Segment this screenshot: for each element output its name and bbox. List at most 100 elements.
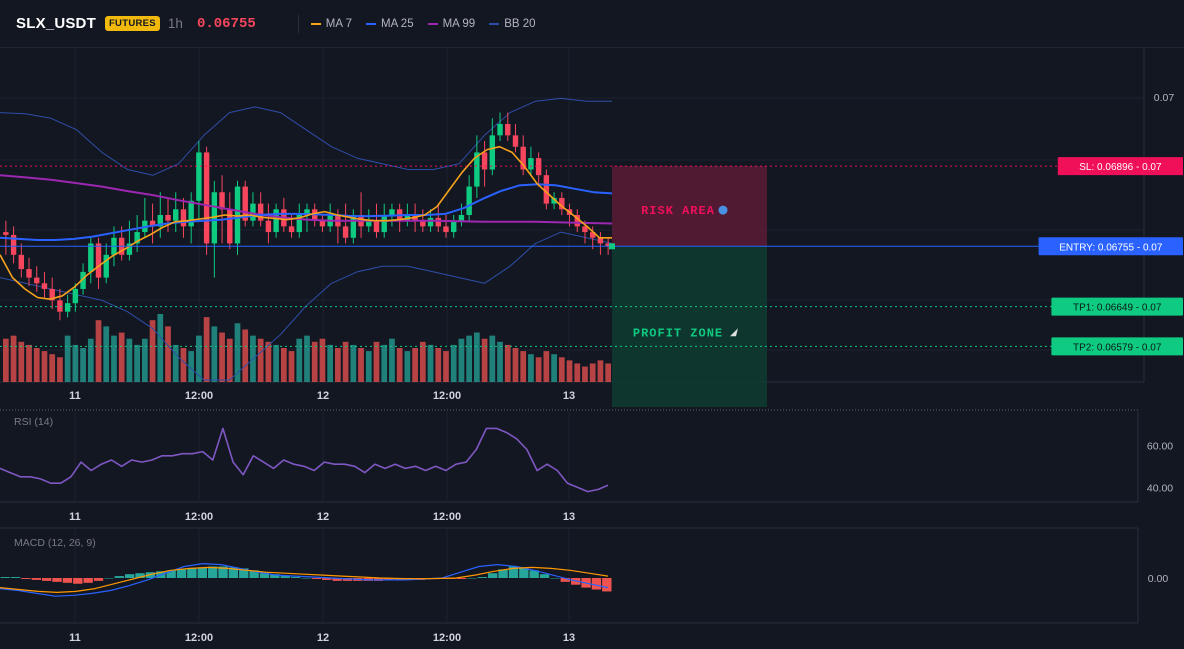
legend-ma99[interactable]: MA 99 [427,17,476,30]
risk-zone-label: RISK AREA [641,204,715,218]
candle-body [481,152,488,170]
shield-icon [718,205,728,215]
legend-ma7[interactable]: MA 7 [310,18,352,30]
candle-body [165,215,171,221]
candle-body [535,158,542,176]
candle-body [103,254,109,278]
candle-body [149,220,156,227]
macd-histogram-bar [591,578,602,590]
rsi-y-tick: 60.00 [1147,440,1173,452]
macd-histogram-bar [41,578,52,581]
macd-histogram-bar [228,567,239,578]
volume-bar [489,335,496,382]
macd-x-tick: 13 [563,632,575,644]
legend-ma25[interactable]: MA 25 [365,17,414,30]
candle-body [180,209,187,227]
macd-histogram-bar [332,578,342,581]
legend-bb20-label: BB 20 [504,17,536,30]
volume-bar [396,348,403,382]
rsi-x-tick: 12 [317,511,329,523]
volume-bar [172,344,179,382]
macd-histogram-bar [21,578,31,579]
volume-bar [520,351,527,382]
candle-body [173,209,179,221]
candle-body [242,186,248,221]
rsi-x-tick: 12:00 [433,511,461,523]
candle-body [589,232,596,238]
volume-bar [188,351,195,382]
macd-x-tick: 12 [317,632,329,644]
volume-bar [280,348,287,382]
volume-bar [103,326,110,382]
macd-histogram-bar [259,572,270,578]
candle-body [366,220,372,227]
volume-bar [80,348,86,382]
macd-histogram-bar [114,576,124,578]
candle-body [41,283,48,289]
candle-body [427,217,434,227]
candle-body [211,192,218,244]
rsi-x-tick: 11 [69,511,81,523]
volume-bar [412,348,418,382]
entry-price-tag-text: ENTRY: 0.06755 - 0.07 [1059,242,1163,253]
candle-body [551,197,557,204]
candle-body [219,192,225,210]
candle-body [597,237,604,244]
chart-header: SLX_USDT FUTURES 1h 0.06755 MA 7 MA 25 M… [0,0,1184,48]
volume-bar [419,341,426,382]
candle-body [350,215,357,238]
macd-histogram-bar [10,577,21,578]
macd-label: MACD (12, 26, 9) [14,537,96,549]
macd-histogram-bar [519,567,529,578]
volume-bar [582,366,588,382]
ma25-line [0,183,613,241]
macd-histogram-bar [602,578,612,592]
volume-bar [481,338,488,382]
candle-body [18,254,25,270]
candle-body [64,303,71,312]
tp2-price-tag-text: TP2: 0.06579 - 0.07 [1073,342,1162,353]
candle-body [3,232,9,235]
volume-bar [288,351,295,382]
volume-bar [157,314,164,382]
volume-bar [41,351,48,382]
macd-histogram-bar [456,578,467,579]
volume-bar [242,329,249,382]
volume-bar [265,341,272,382]
legend-ma99-label: MA 99 [442,17,476,30]
macd-histogram-bar [166,570,176,578]
legend-bb20[interactable]: BB 20 [489,17,536,30]
macd-histogram-bar [124,574,135,578]
main-x-tick: 12:00 [185,390,213,402]
volume-bar [443,351,449,382]
macd-histogram-bar [62,578,73,583]
rsi-line [0,427,609,493]
macd-x-tick: 12:00 [185,632,213,644]
entry-price-tag [1038,237,1183,256]
symbol-label[interactable]: SLX_USDT [16,15,96,32]
volume-bar [111,335,117,382]
macd-histogram-bar [104,578,114,579]
volume-bar [566,360,573,382]
macd-y-tick: 0.00 [1148,573,1169,585]
indicator-legend: MA 7 MA 25 MA 99 BB 20 [310,17,536,30]
main-y-tick: 0.07 [1154,92,1175,104]
volume-bar [257,338,264,382]
volume-bar [196,335,202,382]
legend-ma99-swatch [427,22,438,25]
volume-bar [350,344,357,382]
legend-ma25-label: MA 25 [380,17,414,30]
macd-histogram-bar [508,566,519,578]
volume-bar [126,338,133,382]
macd-line [0,562,609,597]
candle-body [34,277,40,284]
candle-body [26,269,32,278]
volume-bar [574,363,581,382]
macd-histogram-bar [207,566,218,578]
candle-body [10,234,17,255]
interval-label[interactable]: 1h [167,16,183,31]
macd-histogram-bar [498,569,508,578]
ma7-line [0,145,612,301]
candle-body [512,135,519,147]
